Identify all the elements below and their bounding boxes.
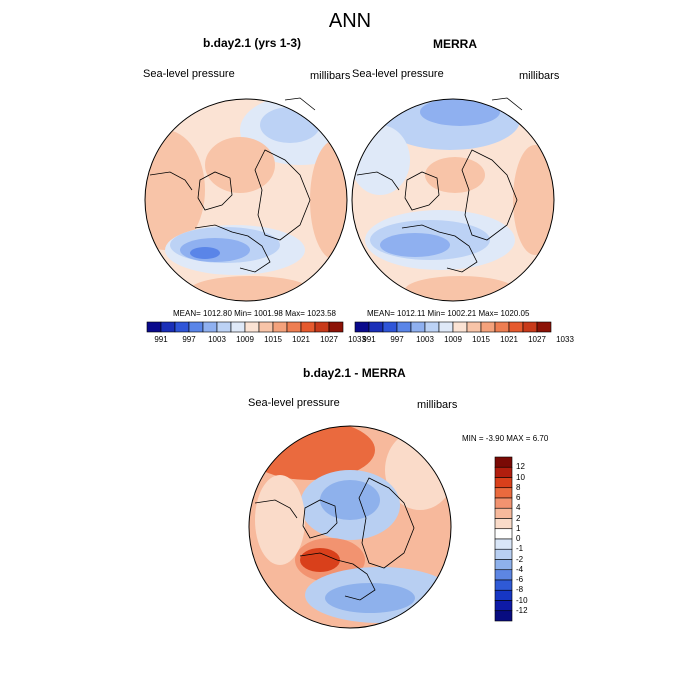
panel-1-colorbar-box <box>300 321 316 333</box>
panel-1-title: b.day2.1 (yrs 1-3) <box>203 36 302 50</box>
panel-1-colorbar-tick-label: 1033 <box>348 335 366 344</box>
map-diff-coastlines <box>254 477 415 601</box>
diff-colorbar-box <box>494 507 513 519</box>
panel-2-colorbar-tick-label: 1033 <box>556 335 574 344</box>
panel-1-colorbar-box <box>244 321 260 333</box>
diff-colorbar-box <box>494 528 513 540</box>
panel-2-stats: MEAN= 1012.11 Min= 1002.21 Max= 1020.05 <box>367 309 530 318</box>
panel-2-colorbar-tick-label: 1027 <box>528 335 546 344</box>
map-panel-diff <box>249 426 451 628</box>
panel-1-colorbar-box <box>286 321 302 333</box>
map-panel-1 <box>145 99 347 301</box>
diff-colorbar-tick-label: 12 <box>516 462 525 472</box>
diff-colorbar-box <box>494 559 513 571</box>
panel-1-colorbar-box <box>202 321 218 333</box>
diff-colorbar-box <box>494 589 513 601</box>
diff-colorbar-box <box>494 456 513 468</box>
panel-2-variable: Sea-level pressure <box>352 68 444 80</box>
panel-2-units: millibars <box>519 70 560 82</box>
diff-colorbar-box <box>494 579 513 591</box>
panel-1-stats: MEAN= 1012.80 Min= 1001.98 Max= 1023.58 <box>173 309 336 318</box>
panel-1-colorbar-box <box>216 321 232 333</box>
diff-panel-title: b.day2.1 - MERRA <box>303 366 406 380</box>
diff-colorbar-tick-label: 1 <box>516 523 521 533</box>
panel-2-title: MERRA <box>433 37 477 51</box>
panel-1-colorbar-tick-label: 997 <box>182 335 196 344</box>
diff-colorbar-tick-label: -2 <box>516 554 524 564</box>
panel-1-colorbar-box <box>314 321 330 333</box>
panel-2-colorbar-box <box>396 321 412 333</box>
diff-colorbar-box <box>494 487 513 499</box>
panel-1-variable: Sea-level pressure <box>143 68 235 80</box>
panel-2-colorbar-tick-label: 1009 <box>444 335 462 344</box>
map-panel-2 <box>352 99 554 301</box>
panel-2-colorbar-box <box>438 321 454 333</box>
map-1-border <box>144 98 348 302</box>
diff-colorbar-tick-label: -12 <box>516 605 528 615</box>
panel-1-colorbar-tick-label: 1021 <box>292 335 310 344</box>
panel-2-colorbar-box <box>368 321 384 333</box>
panel-1-colorbar-box <box>146 321 162 333</box>
diff-colorbar-box <box>494 477 513 489</box>
panel-2-colorbar-tick-label: 1003 <box>416 335 434 344</box>
diff-colorbar-tick-label: -6 <box>516 575 524 584</box>
panel-1-colorbar-box <box>174 321 190 333</box>
panel-2-colorbar-box <box>410 321 426 333</box>
panel-2-colorbar-box <box>522 321 538 333</box>
diff-colorbar-tick-label: -10 <box>516 595 528 605</box>
panel-2-colorbar-box <box>494 321 510 333</box>
map-1-coastlines <box>149 97 316 273</box>
figure-title: ANN <box>328 10 372 32</box>
diff-colorbar-box <box>494 538 513 550</box>
diff-colorbar-box <box>494 466 513 478</box>
panel-1-colorbar-tick-label: 1027 <box>320 335 338 344</box>
diff-colorbar-tick-label: 0 <box>516 534 521 543</box>
panel-1-colorbar-box <box>160 321 176 333</box>
panel-2-colorbar-box <box>452 321 468 333</box>
panel-2-colorbar-tick-label: 997 <box>390 335 404 344</box>
panel-1-units: millibars <box>310 70 351 82</box>
diff-colorbar-box <box>494 497 513 509</box>
panel-1-colorbar-tick-label: 1003 <box>208 335 226 344</box>
panel-2-colorbar-tick-label: 1015 <box>472 335 490 344</box>
diff-colorbar-tick-label: 8 <box>516 482 521 492</box>
diff-colorbar-box <box>494 518 513 530</box>
panel-2-colorbar-box <box>466 321 482 333</box>
diff-minmax: MIN = -3.90 MAX = 6.70 <box>462 434 549 443</box>
diff-panel-variable: Sea-level pressure <box>248 397 340 409</box>
map-2-border <box>351 98 555 302</box>
diff-colorbar-tick-label: -1 <box>516 544 524 554</box>
diff-colorbar-box <box>494 548 513 560</box>
panel-1-colorbar-tick-label: 1015 <box>264 335 282 344</box>
panel-2-colorbar-box <box>382 321 398 333</box>
diff-colorbar-box <box>494 569 513 581</box>
diff-colorbar-box <box>494 600 513 612</box>
panel-1-colorbar-box <box>188 321 204 333</box>
panel-2-colorbar-box <box>508 321 524 333</box>
diff-colorbar-box <box>494 610 513 622</box>
diff-colorbar-tick-label: 6 <box>516 493 521 502</box>
panel-2-colorbar-box <box>536 321 552 333</box>
diff-colorbar-tick-label: 10 <box>516 472 525 482</box>
panel-2-colorbar-box <box>354 321 370 333</box>
panel-2-colorbar-tick-label: 991 <box>362 335 376 344</box>
diff-colorbar-tick-label: -4 <box>516 564 524 574</box>
panel-1-colorbar-tick-label: 991 <box>154 335 168 344</box>
panel-1-colorbar-box <box>272 321 288 333</box>
diff-panel-units: millibars <box>417 399 458 411</box>
panel-1-colorbar-box <box>230 321 246 333</box>
map-diff-border <box>248 425 452 629</box>
panel-2-colorbar-box <box>424 321 440 333</box>
diff-colorbar-tick-label: 2 <box>516 513 521 523</box>
panel-1-colorbar-box <box>258 321 274 333</box>
map-2-coastlines <box>356 97 523 273</box>
panel-2-colorbar-box <box>480 321 496 333</box>
panel-2-colorbar-tick-label: 1021 <box>500 335 518 344</box>
panel-1-colorbar-tick-label: 1009 <box>236 335 254 344</box>
panel-1-colorbar-box <box>328 321 344 333</box>
diff-colorbar-tick-label: -8 <box>516 585 524 595</box>
diff-colorbar-tick-label: 4 <box>516 503 521 513</box>
